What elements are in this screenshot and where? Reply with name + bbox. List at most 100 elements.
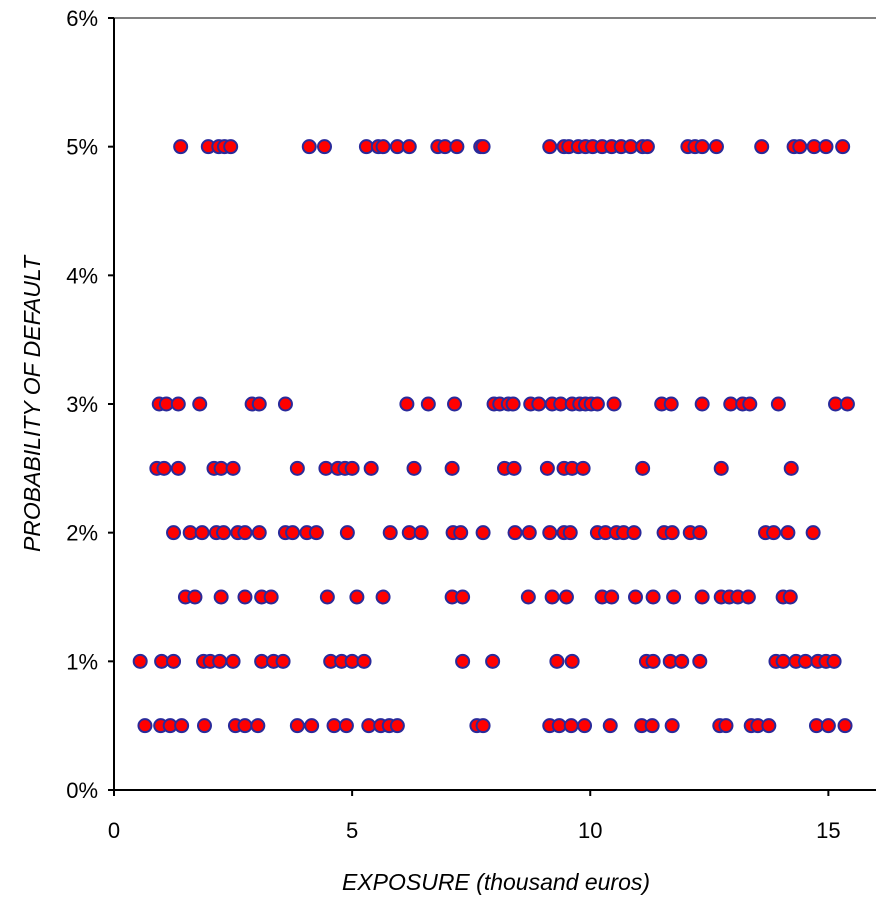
data-point [507,525,523,541]
data-point [212,653,228,669]
data-point [826,653,842,669]
data-point [401,139,417,155]
data-point [713,460,729,476]
data-point [666,589,682,605]
data-point [820,718,836,734]
data-point [775,653,791,669]
data-point [250,718,266,734]
data-point [558,589,574,605]
data-point [783,460,799,476]
data-point [694,589,710,605]
data-point [132,653,148,669]
data-point [194,525,210,541]
data-point [156,460,172,476]
data-point [798,653,814,669]
data-point [389,718,405,734]
data-point [770,396,786,412]
x-tick-label: 15 [816,818,840,843]
data-point [317,139,333,155]
data-point [174,718,190,734]
data-point [338,718,354,734]
x-tick-label: 5 [346,818,358,843]
data-point [263,589,279,605]
data-point [326,718,342,734]
data-point [339,525,355,541]
y-tick-label: 6% [66,6,98,31]
data-point [664,525,680,541]
data-point [664,718,680,734]
data-point [213,589,229,605]
y-tick-label: 0% [66,778,98,803]
data-point [694,139,710,155]
y-tick-label: 5% [66,135,98,160]
data-point [237,525,253,541]
data-point [505,396,521,412]
data-point [805,525,821,541]
data-point [645,589,661,605]
data-point [520,589,536,605]
data-point [304,718,320,734]
data-point [349,589,365,605]
data-point [485,653,501,669]
data-point [137,718,153,734]
data-point [375,589,391,605]
x-axis-title: EXPOSURE (thousand euros) [342,869,650,895]
data-point [344,460,360,476]
data-point [170,460,186,476]
data-point [196,718,212,734]
data-point [216,525,232,541]
x-axis-ticks: 0 5 10 15 [108,790,841,843]
data-point [564,653,580,669]
data-point [285,525,301,541]
data-point [766,525,782,541]
data-point [575,460,591,476]
data-point [447,396,463,412]
x-tick-label: 0 [108,818,120,843]
data-point [792,139,808,155]
data-point [837,718,853,734]
data-point [475,139,491,155]
data-point [225,460,241,476]
data-point [542,139,558,155]
data-point [223,139,239,155]
data-point [718,718,734,734]
data-point [449,139,465,155]
data-point [818,139,834,155]
data-point [166,525,182,541]
data-point [399,396,415,412]
data-point [308,525,324,541]
data-point [363,460,379,476]
data-point [742,396,758,412]
data-point [187,589,203,605]
data-point [692,653,708,669]
data-point [455,589,471,605]
data-point [382,525,398,541]
data-point [639,139,655,155]
x-tick-label: 10 [578,818,602,843]
data-point [589,396,605,412]
y-tick-label: 1% [66,649,98,674]
data-point [192,396,208,412]
data-point [225,653,241,669]
data-point [835,139,851,155]
data-point [413,525,429,541]
data-point [475,718,491,734]
data-point [237,718,253,734]
data-point [562,525,578,541]
data-point [375,139,391,155]
data-point [289,718,305,734]
data-point [782,589,798,605]
data-point [754,139,770,155]
data-point [166,653,182,669]
data-point [173,139,189,155]
data-point [420,396,436,412]
data-point [761,718,777,734]
data-point [406,460,422,476]
data-point [563,718,579,734]
data-point [251,525,267,541]
data-point [549,653,565,669]
data-point [692,525,708,541]
data-point [170,396,186,412]
